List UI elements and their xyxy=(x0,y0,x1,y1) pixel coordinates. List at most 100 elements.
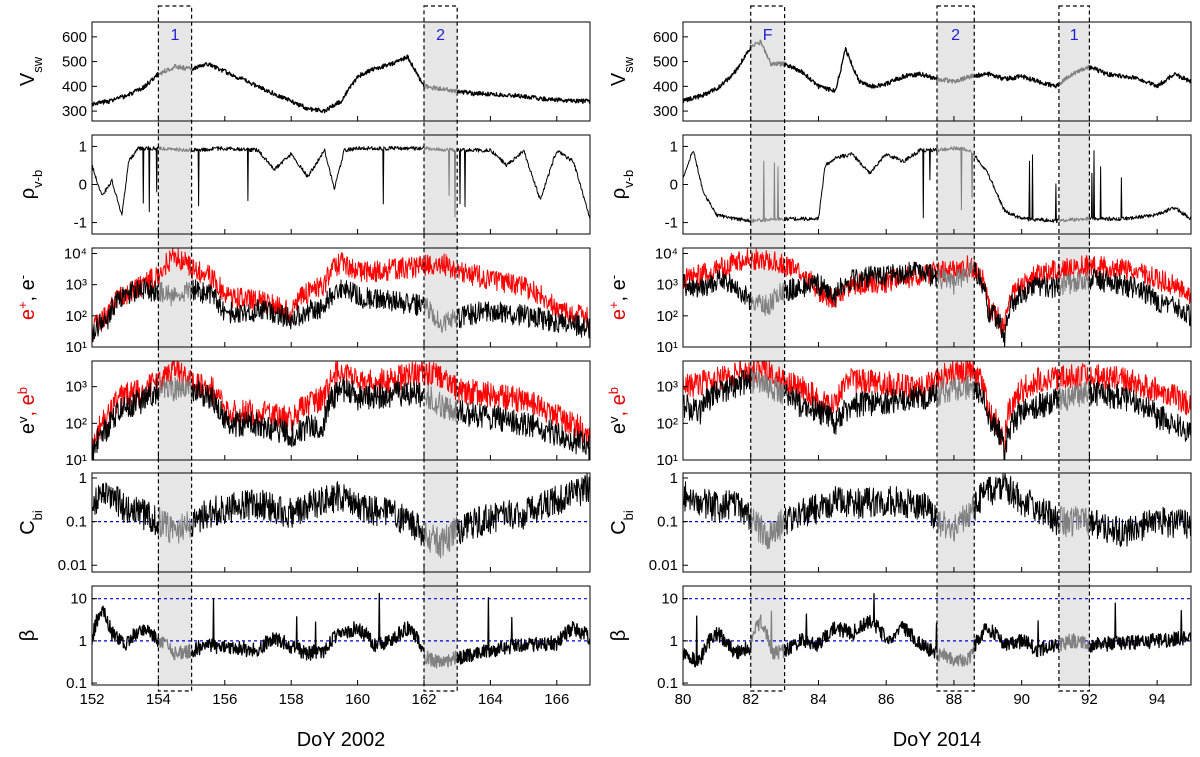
series-line-rho_v-b xyxy=(1089,150,1191,222)
panel-evb: 10¹ 10² 10³ ev, eb xyxy=(15,360,591,469)
series-line-C_bi xyxy=(784,486,938,535)
series-line-C_bi xyxy=(683,481,752,530)
y-axis-label: ρv-b xyxy=(608,170,636,199)
panel-frame xyxy=(91,360,591,461)
y-axis-label-subscript: sw xyxy=(30,56,45,73)
y-tick-label: 300 xyxy=(653,103,678,120)
series-line-rho_v-b xyxy=(750,160,786,223)
series-line-e_v xyxy=(683,368,752,425)
y-tick-label: 10⁴ xyxy=(64,245,87,262)
y-axis-label: e+, e- xyxy=(15,275,40,320)
series-group xyxy=(683,473,1191,550)
y-axis-label-subscript: v-b xyxy=(621,170,636,188)
interval-band xyxy=(1058,22,1090,685)
y-tick-label: 1 xyxy=(79,470,87,487)
y-axis-label: ρv-b xyxy=(17,170,45,199)
y-tick-label: 1 xyxy=(670,138,678,155)
interval-box xyxy=(750,5,786,692)
x-tick-label: 154 xyxy=(146,691,171,708)
y-axis-label-part: e xyxy=(17,309,39,320)
y-axis-label-part: - xyxy=(606,275,621,279)
y-tick-label: 10² xyxy=(656,308,678,325)
y-axis-label-part: b xyxy=(15,387,30,394)
series-group xyxy=(683,361,1191,460)
interval-band xyxy=(937,22,975,685)
series-line-beta xyxy=(683,615,752,668)
series-line-e- xyxy=(683,269,752,311)
series-line-V_sw xyxy=(750,39,786,67)
interval-box xyxy=(1058,5,1091,692)
series-line-V_sw xyxy=(683,45,752,103)
interval-band xyxy=(424,22,458,685)
y-tick-label: 10³ xyxy=(656,277,678,294)
y-axis-label: β xyxy=(17,630,39,642)
interval-label: 1 xyxy=(1070,27,1079,44)
y-tick-label: 0.1 xyxy=(66,514,87,531)
series-line-beta xyxy=(423,650,459,669)
series-line-C_bi xyxy=(750,507,786,550)
y-axis-label-part: v xyxy=(15,416,30,423)
x-axis-label: DoY 2002 xyxy=(297,729,386,751)
y-tick-label: 1 xyxy=(79,633,87,650)
x-tick-label: 82 xyxy=(742,691,759,708)
panel-frame xyxy=(91,472,591,573)
series-line-rho_v-b xyxy=(1058,216,1091,223)
series-line-e_v xyxy=(974,382,1060,460)
series-line-e- xyxy=(1058,270,1091,297)
y-axis-label-part: , e xyxy=(608,394,630,416)
panel-vsw: 300 400 500 600 Vsw xyxy=(608,21,1192,122)
interval-box xyxy=(157,5,193,692)
y-axis-label-part: v xyxy=(606,416,621,423)
x-tick-label: 158 xyxy=(279,691,304,708)
y-tick-label: 400 xyxy=(653,78,678,95)
series-line-C_bi xyxy=(457,473,590,545)
y-axis-label-part: b xyxy=(606,387,621,394)
x-axis-label: DoY 2014 xyxy=(893,729,982,751)
y-tick-label: 1 xyxy=(670,470,678,487)
series-line-beta xyxy=(936,638,976,667)
series-line-V_sw xyxy=(974,71,1060,89)
series-line-beta xyxy=(158,636,193,661)
y-axis-label: Cbi xyxy=(608,510,636,535)
y-tick-label: 0.1 xyxy=(66,675,87,692)
series-group xyxy=(92,248,590,343)
interval-label: 2 xyxy=(436,27,445,44)
series-line-beta xyxy=(1089,602,1191,653)
y-axis-label: ev, eb xyxy=(15,387,40,434)
x-tick-label: 86 xyxy=(878,691,895,708)
series-line-e_v xyxy=(784,383,938,435)
y-tick-label: 600 xyxy=(62,29,87,46)
interval-label: 1 xyxy=(171,27,180,44)
series-line-C_bi xyxy=(974,473,1060,536)
panel-frame xyxy=(91,247,591,348)
x-tick-label: 152 xyxy=(79,691,104,708)
series-line-e- xyxy=(423,297,458,333)
y-axis-label-part: + xyxy=(606,301,621,309)
panel-evb: 10¹ 10² 10³ ev, eb xyxy=(606,360,1192,469)
y-tick-label: 10³ xyxy=(656,379,678,396)
series-line-e+ xyxy=(92,248,590,340)
y-axis-label-part: e xyxy=(608,309,630,320)
series-line-rho_v-b xyxy=(683,151,752,223)
x-tick-label: 84 xyxy=(810,691,827,708)
series-group xyxy=(683,146,1191,223)
y-axis-label-symbol: ρ xyxy=(17,188,39,199)
series-line-e_v xyxy=(936,374,976,406)
series-line-rho_v-b xyxy=(784,147,938,222)
y-axis-label: Vsw xyxy=(17,56,45,86)
x-tick-label: 156 xyxy=(212,691,237,708)
y-axis-label-part: + xyxy=(15,301,30,309)
y-tick-label: -1 xyxy=(74,215,87,232)
panel-beta: 0.1 1 10 80 82 84 86 88 90 92 94 β xyxy=(608,585,1192,708)
series-group xyxy=(683,593,1191,668)
y-axis-label-part: - xyxy=(15,275,30,279)
panel-vsw: 300 400 500 600 Vsw xyxy=(17,21,591,122)
series-line-beta xyxy=(456,597,590,665)
series-line-V_sw xyxy=(456,89,590,104)
y-axis-label-symbol: C xyxy=(17,520,39,534)
interval-box xyxy=(423,5,458,692)
series-line-rho_v-b xyxy=(92,146,160,216)
x-tick-label: 90 xyxy=(1013,691,1030,708)
panel-beta: 0.1 1 10 152 154 156 158 160 162 164 166 β xyxy=(17,585,591,708)
